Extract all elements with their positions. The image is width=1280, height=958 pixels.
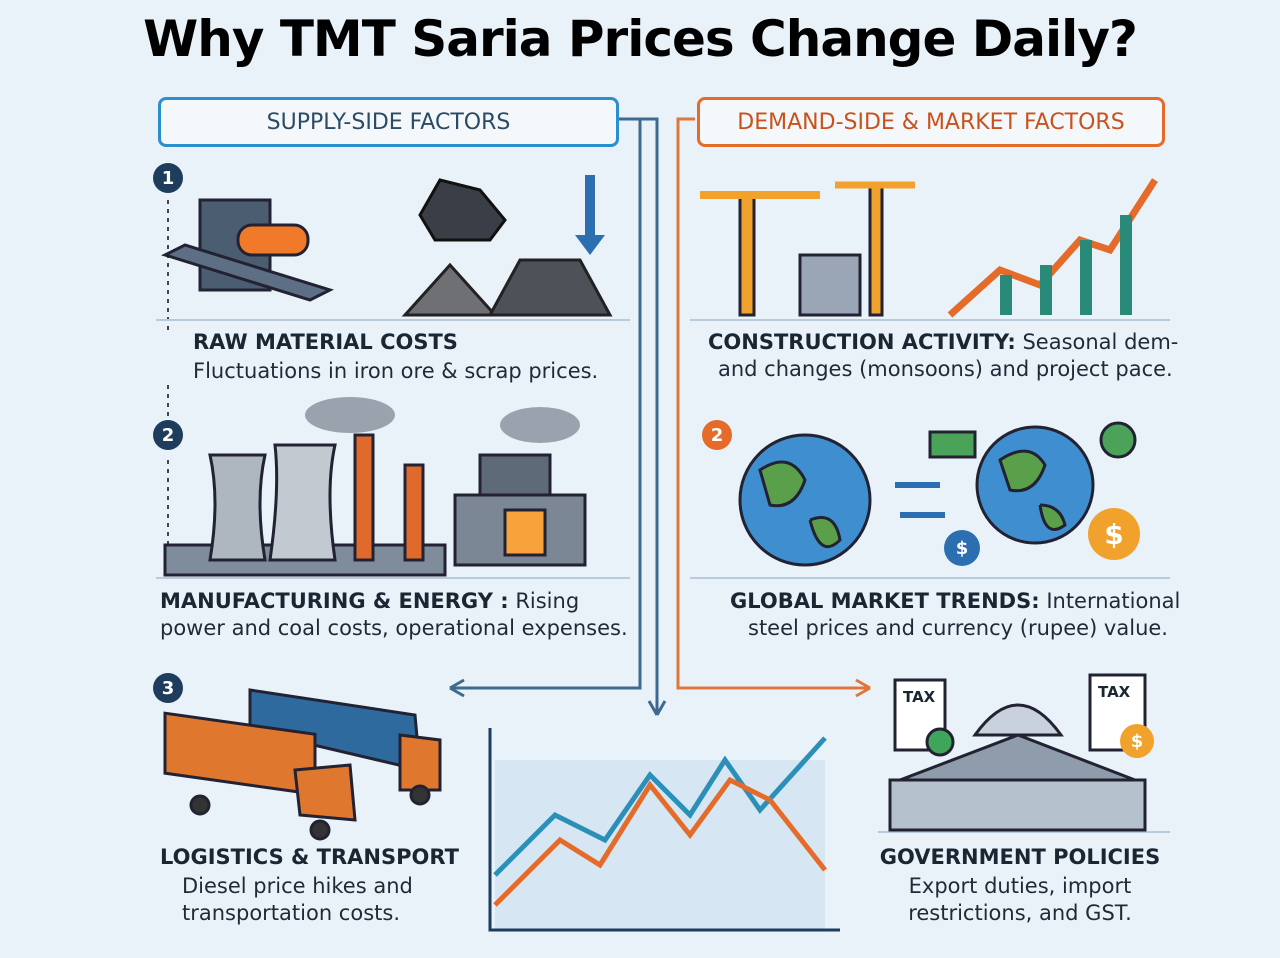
page-title: Why TMT Saria Prices Change Daily? [143,10,1138,68]
global-icon [738,421,1137,567]
factor-text: restrictions, and GST. [908,901,1132,925]
factor-name: GOVERNMENT POLICIES [879,845,1161,869]
currency-icon: $ [1120,724,1154,758]
global-icon-shape [1099,421,1137,459]
government-icon-shape [972,703,1064,737]
raw-material-icon-shape [575,235,605,255]
currency-icon: $ [944,530,980,566]
transport-icon-shape [163,711,317,796]
energy-icon-shape [500,407,580,443]
government-icon-shape [925,727,955,757]
construction-icon-shape [947,178,1158,318]
connectors-shape [647,700,667,716]
transport-icon-shape [409,784,431,806]
connectors-shape [156,319,1170,833]
transport-icon-shape [398,733,442,792]
step-badge: 1 [153,163,183,193]
global-icon-shape [738,433,872,567]
factor-line: MANUFACTURING & ENERGY : Rising [160,589,579,613]
step-badge: 3 [153,673,183,703]
global-icon-shape [758,460,842,549]
step-badge: 2 [702,420,732,450]
factor-text: power and coal costs, operational expens… [160,616,628,640]
transport-icon [163,688,442,841]
connectors-shape [676,117,870,690]
construction-icon [700,178,1158,318]
global-icon-shape [928,430,977,459]
tax-label: TAX [1098,683,1131,701]
construction-icon-shape [798,253,862,317]
connectors [156,117,1170,833]
global-icon-shape [895,482,945,518]
demand-header: DEMAND-SIDE & MARKET FACTORS [697,97,1165,147]
raw-material-icon-shape [418,178,507,242]
transport-icon-shape [189,794,211,816]
factor-text: Export duties, import [908,874,1132,898]
factor-name: RAW MATERIAL COSTS [193,330,458,354]
energy-icon-shape [478,453,552,497]
construction-icon-shape [738,193,756,317]
factor-text: International [1046,589,1181,613]
factor-name: GLOBAL MARKET TRENDS: [730,589,1040,613]
connectors-shape [627,117,659,712]
construction-icon-shape [1040,265,1052,315]
energy-icon [163,397,587,577]
construction-icon-shape [1120,215,1132,315]
factor-text: Diesel price hikes and [182,874,413,898]
raw-material-icon-shape [401,262,499,317]
supply-header: SUPPLY-SIDE FACTORS [158,97,619,147]
factor-line: GLOBAL MARKET TRENDS: International [730,589,1180,613]
connectors-shape [855,678,871,698]
connectors-shape [449,678,465,698]
energy-icon-shape [403,463,425,562]
factor-text: Seasonal dem- [1022,330,1179,354]
factor-name: CONSTRUCTION ACTIVITY: [708,330,1016,354]
factor-text: and changes (monsoons) and project pace. [718,357,1173,381]
factor-text: steel prices and currency (rupee) value. [748,616,1168,640]
currency-icon: $ [1088,508,1140,560]
raw-material-icon-shape [160,243,335,302]
transport-icon-shape [293,763,357,822]
tax-label: TAX [903,688,936,706]
energy-icon-shape [353,433,375,562]
factor-line: CONSTRUCTION ACTIVITY: Seasonal dem- [708,330,1178,354]
raw-material-icon-shape [487,258,613,317]
construction-icon-shape [1080,240,1092,315]
step-badge: 2 [153,420,183,450]
raw-material-icon [160,175,613,317]
energy-icon-shape [503,508,547,557]
government-icon-shape [899,733,1136,782]
global-icon-shape [998,449,1067,531]
market-chart-icon-shape [493,776,827,907]
factor-name: LOGISTICS & TRANSPORT [160,845,459,869]
market-chart-icon [488,728,840,932]
energy-icon-shape [208,453,267,562]
energy-icon-shape [305,397,395,433]
market-chart-icon-shape [493,736,827,877]
factor-text: transportation costs. [182,901,400,925]
factor-name: MANUFACTURING & ENERGY : [160,589,509,613]
factor-text: Fluctuations in iron ore & scrap prices. [193,359,599,383]
construction-icon-shape [868,183,884,317]
raw-material-icon-shape [236,223,310,257]
government-icon-shape [888,778,1147,832]
factor-text: Rising [515,589,580,613]
energy-icon-shape [268,443,337,562]
market-chart-icon-shape [488,728,840,932]
construction-icon-shape [1000,275,1012,315]
government-icon [888,673,1147,832]
transport-icon-shape [309,819,331,841]
